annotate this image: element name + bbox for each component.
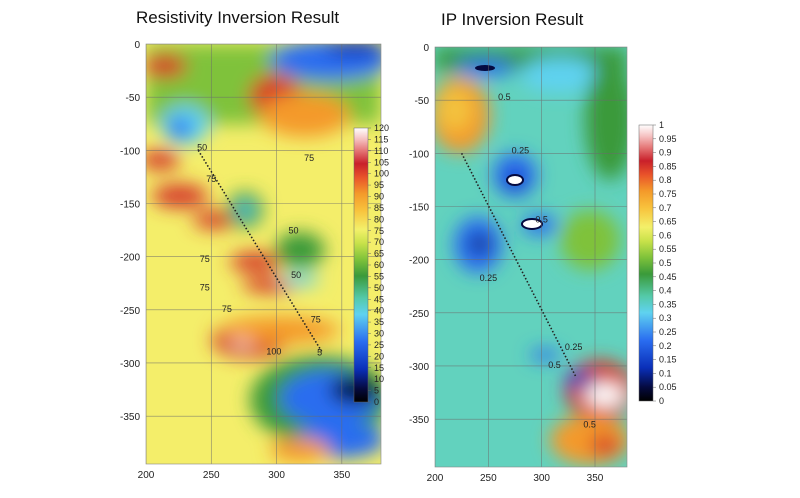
resistivity-colorbar-tick-label: 40 <box>374 306 384 316</box>
resistivity-colorbar-tick-label: 115 <box>374 134 388 144</box>
ip-contour-label: 0.5 <box>498 92 511 102</box>
ip-contour-label: 0.5 <box>548 360 561 370</box>
ip-colorbar-tick-label: 0.6 <box>659 230 672 240</box>
resistivity-colorbar-tick-label: 75 <box>374 226 384 236</box>
resistivity-y-tick-label: -100 <box>120 146 140 157</box>
resistivity-colorbar-tick-label: 60 <box>374 260 384 270</box>
ip-contour-label: 0.25 <box>565 342 583 352</box>
resistivity-colorbar-tick-label: 95 <box>374 180 384 190</box>
resistivity-contour-label: 50 <box>197 142 207 152</box>
resistivity-colorbar-tick-label: 25 <box>374 340 384 350</box>
resistivity-contour-label: 75 <box>206 174 216 184</box>
ip-y-tick-label: -200 <box>409 256 429 267</box>
resistivity-colorbar-tick-label: 100 <box>374 169 389 179</box>
ip-contour-label: 0.25 <box>512 145 530 155</box>
ip-colorbar-tick-label: 0.45 <box>659 272 677 282</box>
resistivity-y-tick-label: 0 <box>134 40 140 51</box>
resistivity-contour-label: 75 <box>200 254 210 264</box>
resistivity-contour-label: 75 <box>311 315 321 325</box>
resistivity-colorbar-tick-label: 50 <box>374 283 384 293</box>
ip-colorbar-tick-label: 0.65 <box>659 217 677 227</box>
ip-x-tick-label: 350 <box>587 473 604 484</box>
resistivity-colorbar-tick-label: 105 <box>374 157 389 167</box>
ip-colorbar-tick-label: 0.9 <box>659 148 672 158</box>
ip-colorbar-tick-label: 0.15 <box>659 355 677 365</box>
ip-colorbar-tick-label: 0.55 <box>659 244 677 254</box>
resistivity-y-tick-label: -300 <box>120 359 140 370</box>
ip-colorbar-tick-label: 0.1 <box>659 368 672 378</box>
ip-colorbar-tick-label: 0.95 <box>659 134 677 144</box>
ip-x-tick-label: 200 <box>427 473 444 484</box>
ip-colorbar-tick-label: 1 <box>659 120 664 130</box>
ip-colorbar-tick-label: 0.8 <box>659 175 672 185</box>
resistivity-colorbar-tick-label: 45 <box>374 294 384 304</box>
resistivity-x-tick-label: 200 <box>138 470 155 481</box>
resistivity-colorbar-tick-label: 110 <box>374 146 388 156</box>
resistivity-contour-label: 5 <box>317 348 322 358</box>
ip-field: 0.5 0.25 0.5 0.25 0.25 0.5 0.5 <box>435 47 627 467</box>
resistivity-colorbar-tick-label: 10 <box>374 374 384 384</box>
ip-y-tick-label: -300 <box>409 362 429 373</box>
resistivity-x-tick-label: 250 <box>203 470 220 481</box>
ip-colorbar-tick-label: 0.35 <box>659 299 677 309</box>
ip-colorbar-tick-label: 0.7 <box>659 203 672 213</box>
ip-contour-label: 0.5 <box>535 214 548 224</box>
resistivity-colorbar-tick-label: 70 <box>374 237 384 247</box>
resistivity-colorbar-tick-label: 5 <box>374 386 379 396</box>
resistivity-y-tick-label: -350 <box>120 412 140 423</box>
ip-colorbar-tick-label: 0.5 <box>659 258 672 268</box>
resistivity-colorbar-tick-label: 65 <box>374 249 384 259</box>
resistivity-y-tick-label: -200 <box>120 253 140 264</box>
ip-contour-label: 0.5 <box>583 420 596 430</box>
ip-colorbar-tick-label: 0.3 <box>659 313 672 323</box>
resistivity-contour-label: 100 <box>266 346 281 356</box>
resistivity-colorbar-tick-label: 80 <box>374 214 384 224</box>
ip-y-tick-label: -150 <box>409 202 429 213</box>
ip-colorbar-tick-label: 0.2 <box>659 341 672 351</box>
ip-y-tick-label: 0 <box>423 43 429 54</box>
ip-colorbar: 1 0.95 0.9 0.85 0.8 0.75 0.7 0.65 0.6 0.55 0.5 0.45… <box>638 120 677 406</box>
ip-y-tick-label: -50 <box>415 96 430 107</box>
resistivity-profile-line <box>197 149 323 353</box>
resistivity-contour-label: 50 <box>289 225 299 235</box>
ip-y-tick-label: -250 <box>409 309 429 320</box>
resistivity-contour-label: 75 <box>222 304 232 314</box>
resistivity-y-tick-label: -50 <box>126 93 141 104</box>
resistivity-colorbar-tick-label: 120 <box>374 123 389 133</box>
resistivity-contour-label: 75 <box>304 153 314 163</box>
ip-x-tick-label: 250 <box>480 473 497 484</box>
resistivity-colorbar-tick-label: 30 <box>374 329 384 339</box>
ip-y-tick-label: -100 <box>409 149 429 160</box>
resistivity-chart-title: Resistivity Inversion Result <box>136 8 340 27</box>
resistivity-y-tick-label: -250 <box>120 306 140 317</box>
resistivity-x-tick-label: 350 <box>333 470 350 481</box>
resistivity-y-tick-label: -150 <box>120 199 140 210</box>
ip-colorbar-tick-label: 0 <box>659 396 664 406</box>
ip-colorbar-tick-label: 0.85 <box>659 161 677 171</box>
resistivity-colorbar: 1201151101051009590858075706560555045403… <box>353 123 389 407</box>
resistivity-colorbar-tick-label: 85 <box>374 203 384 213</box>
ip-colorbar-tick-label: 0.05 <box>659 382 677 392</box>
resistivity-contour-label: 50 <box>291 270 301 280</box>
ip-chart-title: IP Inversion Result <box>441 10 584 29</box>
resistivity-colorbar-tick-label: 90 <box>374 192 384 202</box>
resistivity-x-tick-label: 300 <box>268 470 285 481</box>
resistivity-colorbar-tick-label: 15 <box>374 363 384 373</box>
ip-colorbar-tick-label: 0.4 <box>659 286 672 296</box>
ip-colorbar-tick-label: 0.75 <box>659 189 677 199</box>
resistivity-colorbar-tick-label: 35 <box>374 317 384 327</box>
resistivity-colorbar-tick-label: 55 <box>374 271 384 281</box>
resistivity-contour-label: 75 <box>200 283 210 293</box>
ip-colorbar-tick-label: 0.25 <box>659 327 677 337</box>
resistivity-colorbar-tick-label: 20 <box>374 351 384 361</box>
ip-x-tick-label: 300 <box>533 473 550 484</box>
resistivity-colorbar-tick-label: 0 <box>374 397 379 407</box>
ip-contour-label: 0.25 <box>480 273 498 283</box>
ip-y-tick-label: -350 <box>409 415 429 426</box>
